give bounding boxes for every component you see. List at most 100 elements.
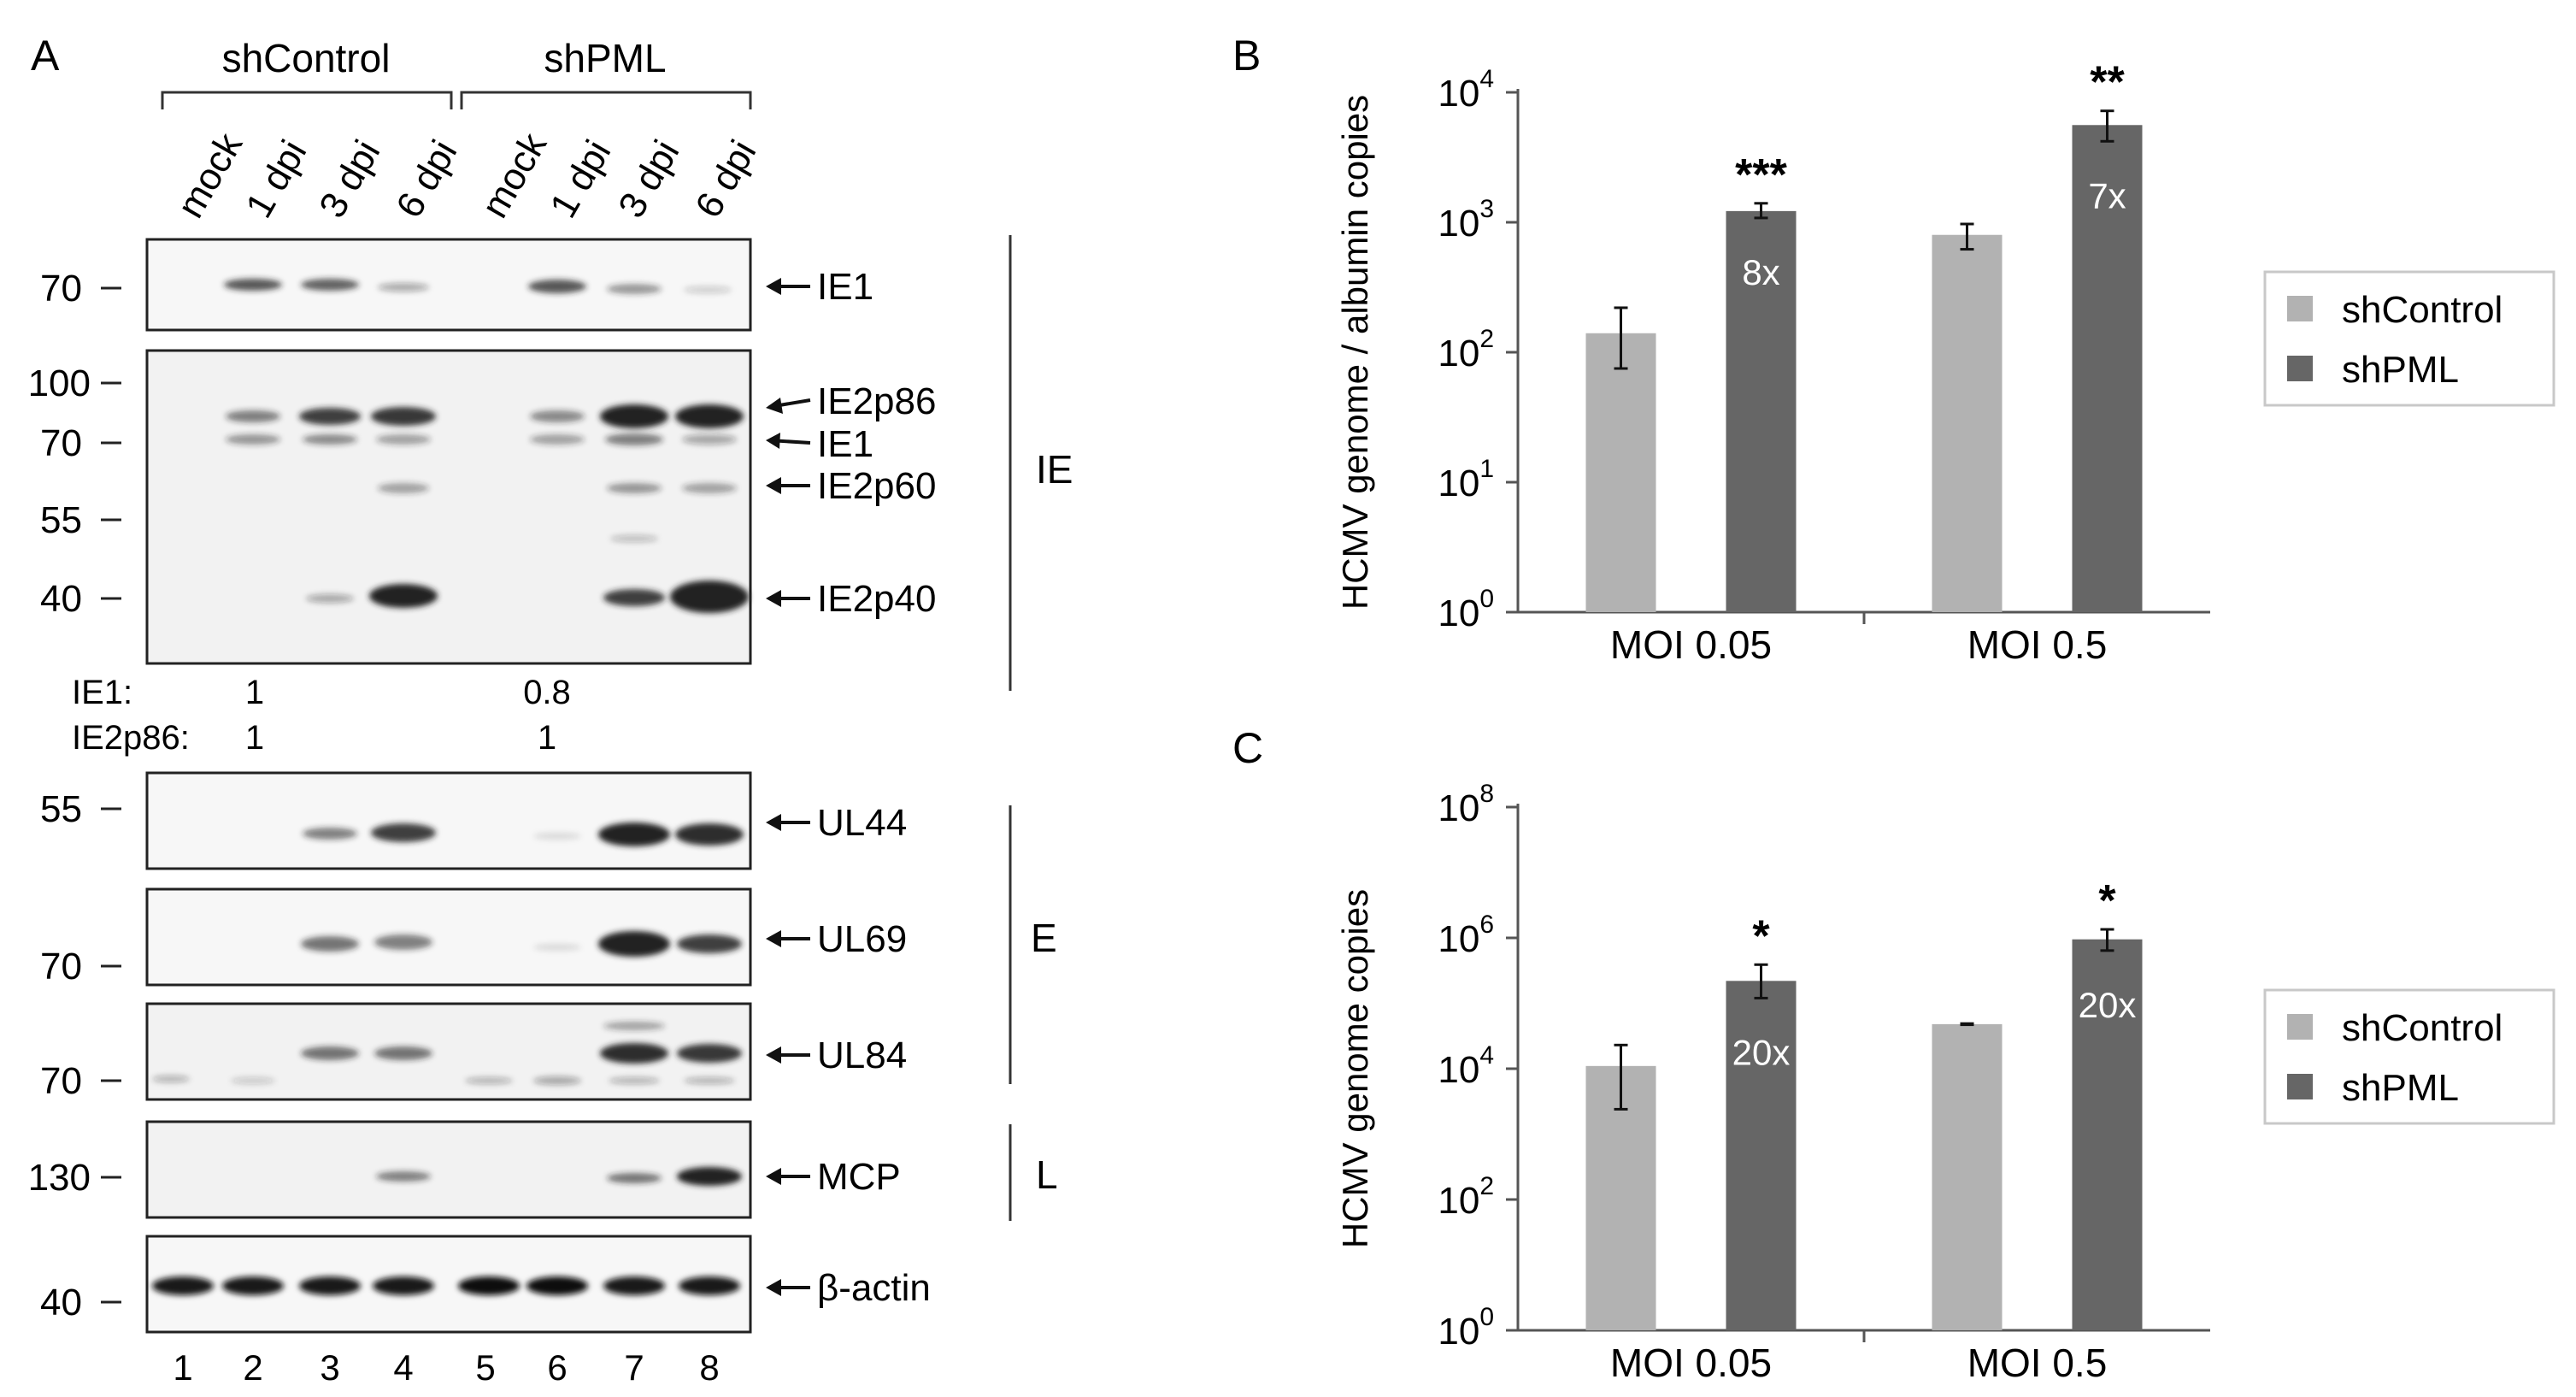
y-tick-exponent: 4 [1479, 65, 1494, 93]
panel-letter-a: A [31, 32, 60, 80]
y-tick-exponent: 4 [1479, 1041, 1494, 1070]
panel-a: A shControl shPML mock 1 dpi 3 dpi 6 dpi… [28, 32, 1073, 1388]
band-label-actin: β-actin [817, 1267, 931, 1309]
legend-label-shControl: shControl [2342, 289, 2502, 331]
blot-strip-ie [145, 349, 752, 665]
marker-label: 40 [40, 1282, 82, 1323]
lane-number: 2 [243, 1347, 262, 1388]
lane-number: 3 [320, 1347, 339, 1388]
significance-mark: ** [2090, 58, 2125, 108]
lane-header: mock [473, 126, 555, 225]
y-tick-base: 10 [1438, 592, 1479, 634]
y-tick-exponent: 2 [1479, 325, 1494, 353]
blot-strip-ul69 [145, 887, 752, 987]
y-tick-base: 10 [1438, 1049, 1479, 1091]
y-tick-exponent: 0 [1479, 585, 1494, 613]
band-label-ul44: UL44 [817, 802, 907, 844]
x-tick-label: MOI 0.5 [1967, 622, 2108, 667]
panel-letter-c: C [1232, 724, 1263, 772]
band-labels-top: IE1 IE2p86 IE1 IE2p60 IE2p40 [817, 266, 936, 620]
lane-header: 6 dpi [687, 133, 764, 225]
y-tick-exponent: 2 [1479, 1172, 1494, 1200]
class-label-l: L [1036, 1152, 1058, 1197]
group-label-shpml: shPML [544, 36, 666, 80]
y-tick-label: 100 [1438, 585, 1494, 634]
marker-label: 55 [40, 499, 82, 541]
bar-shPML [2072, 939, 2143, 1330]
marker-label: 100 [28, 363, 91, 404]
y-axis-label: HCMV genome copies [1335, 889, 1375, 1248]
legend-box [2263, 270, 2555, 407]
fold-change-label: 20x [2079, 985, 2137, 1025]
y-tick-base: 10 [1438, 787, 1479, 829]
marker-label: 70 [40, 946, 82, 987]
band-arrows-bottom [766, 814, 810, 1296]
legend-swatch-shControl [2287, 296, 2313, 321]
panel-letter-b: B [1232, 32, 1261, 80]
y-tick-base: 10 [1438, 73, 1479, 115]
quant-value: 0.8 [523, 674, 571, 711]
quant-label-ie1: IE1: [72, 674, 132, 711]
band-label-ie2p60: IE2p60 [817, 465, 936, 507]
quantification: IE1: 1 0.8 IE2p86: 1 1 [72, 674, 571, 757]
band-label-ie2p86: IE2p86 [817, 380, 936, 422]
legend-swatch-shPML [2287, 356, 2313, 381]
y-tick-exponent: 1 [1479, 455, 1494, 483]
lane-header: mock [169, 126, 250, 225]
y-tick-label: 104 [1438, 65, 1494, 115]
y-tick-base: 10 [1438, 1311, 1479, 1353]
significance-mark: * [2098, 876, 2116, 926]
blot-strip-ie1 [145, 238, 752, 332]
significance-mark: * [1752, 911, 1770, 961]
y-tick-base: 10 [1438, 1180, 1479, 1222]
bracket-shpml [460, 91, 752, 109]
y-tick-label: 101 [1438, 455, 1494, 504]
band-label-ie1-b: IE1 [817, 423, 873, 465]
bar-shPML [1726, 210, 1797, 613]
bracket-shcontrol [161, 91, 453, 109]
band-label-ie2p40: IE2p40 [817, 578, 936, 620]
y-tick-exponent: 0 [1479, 1303, 1494, 1331]
marker-ticks-top [101, 286, 121, 600]
quant-label-ie2p86: IE2p86: [72, 719, 190, 757]
lane-number: 5 [475, 1347, 495, 1388]
quant-value: 1 [245, 674, 264, 711]
bar-shPML [2072, 125, 2143, 613]
quant-value: 1 [245, 719, 264, 757]
y-tick-base: 10 [1438, 463, 1479, 504]
lane-headers: mock 1 dpi 3 dpi 6 dpi mock 1 dpi 3 dpi … [169, 126, 764, 225]
legend-swatch-shControl [2287, 1014, 2313, 1040]
marker-labels-top: 70 100 70 55 40 [28, 268, 91, 620]
y-tick-label: 103 [1438, 195, 1494, 245]
blot-strip-ul44 [145, 771, 752, 870]
marker-label: 40 [40, 578, 82, 620]
blot-strip-actin [145, 1235, 752, 1334]
y-tick-label: 100 [1438, 1303, 1494, 1353]
y-tick-exponent: 3 [1479, 195, 1494, 223]
y-tick-exponent: 6 [1479, 911, 1494, 939]
lane-number: 6 [547, 1347, 567, 1388]
y-tick-base: 10 [1438, 918, 1479, 960]
bar-shControl [1932, 234, 2003, 612]
x-tick-label: MOI 0.05 [1610, 1341, 1772, 1385]
blot-strip-mcp [145, 1120, 752, 1219]
y-tick-label: 106 [1438, 911, 1494, 960]
x-tick-label: MOI 0.05 [1610, 622, 1772, 667]
lane-header: 6 dpi [388, 133, 465, 225]
band-label-ul84: UL84 [817, 1034, 907, 1076]
lane-header: 3 dpi [610, 133, 687, 225]
lane-header: 3 dpi [311, 133, 388, 225]
band-arrows-top [766, 278, 811, 607]
y-tick-label: 102 [1438, 325, 1494, 374]
legend-label-shPML: shPML [2342, 1067, 2459, 1109]
legend-label-shPML: shPML [2342, 349, 2459, 391]
marker-label: 70 [40, 422, 82, 464]
bar-shControl [1932, 1023, 2003, 1330]
y-tick-base: 10 [1438, 203, 1479, 245]
marker-label: 70 [40, 1060, 82, 1102]
lane-number: 1 [173, 1347, 192, 1388]
